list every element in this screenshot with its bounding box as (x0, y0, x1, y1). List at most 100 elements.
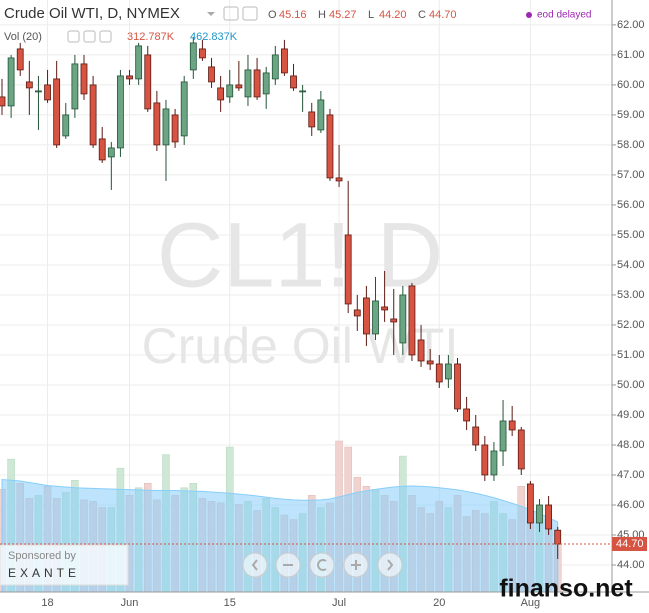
y-tick-label: 44.00 (617, 559, 645, 571)
candle-body (44, 84, 51, 101)
ohlc-key: O (268, 9, 277, 21)
x-tick-label: 18 (41, 597, 53, 609)
candle-body (417, 339, 425, 362)
y-tick-label: 54.00 (617, 259, 645, 271)
candle-body (381, 306, 389, 311)
last-price-tag (612, 536, 647, 551)
scroll-right[interactable] (377, 552, 403, 578)
vol-settings[interactable] (67, 30, 80, 43)
y-tick-label: 57.00 (617, 169, 645, 181)
candle-body (372, 300, 379, 335)
ohlc-value: 44.70 (429, 9, 457, 21)
y-tick-label: 55.00 (617, 229, 645, 241)
settings-button[interactable] (223, 6, 239, 21)
volume-ma-area (1, 478, 559, 593)
candle-body (62, 114, 70, 137)
candle-body (353, 309, 361, 317)
x-tick-label: Jun (121, 597, 139, 609)
y-tick-label: 46.00 (617, 499, 645, 511)
candle-body (399, 294, 407, 344)
watermark-symbol: CL1! D (157, 204, 443, 306)
y-tick-label: 47.00 (617, 469, 645, 481)
ohlc-value: 44.20 (379, 9, 407, 21)
y-tick-label: 61.00 (617, 49, 645, 61)
candle-body (326, 114, 334, 179)
candle-body (53, 78, 61, 146)
candle-body (444, 363, 452, 380)
y-tick-label: 58.00 (617, 139, 645, 151)
candle-body (271, 54, 279, 80)
status: eod delayed (537, 10, 592, 21)
volume-legend-average: 462.837K (190, 31, 238, 43)
candle-body (281, 48, 288, 74)
candle-body (153, 102, 161, 146)
candle-body (80, 63, 88, 95)
candle-body (7, 57, 15, 107)
title-menu[interactable] (207, 12, 215, 16)
candle-body (317, 99, 325, 131)
candle-body (199, 48, 206, 59)
candle-body (545, 504, 552, 530)
candle-body (226, 84, 234, 98)
candle-body (499, 420, 507, 452)
vol-hide[interactable] (83, 30, 96, 43)
ohlc-value: 45.27 (329, 9, 357, 21)
candle-body (189, 42, 197, 71)
scroll-left[interactable] (242, 552, 268, 578)
candle-body (16, 48, 24, 71)
x-tick-label: Aug (521, 597, 541, 609)
site-watermark: finanso.net (499, 575, 633, 603)
status-dot (526, 12, 532, 18)
candle-body (71, 63, 79, 110)
candle-body (208, 66, 215, 83)
y-tick-label: 51.00 (617, 349, 645, 361)
candle-body (481, 444, 489, 476)
candle-body (117, 75, 124, 149)
candle-body (253, 69, 261, 98)
candle-body (171, 114, 179, 143)
y-tick-label: 60.00 (617, 79, 645, 91)
chart-title: Crude Oil WTI, D, NYMEX (4, 5, 180, 22)
candle-body (308, 111, 316, 128)
reset[interactable] (309, 552, 335, 578)
candle-body (35, 90, 42, 93)
candle-body (508, 420, 516, 431)
candle-body (390, 318, 398, 323)
y-tick-label: 52.00 (617, 319, 645, 331)
y-tick-label: 53.00 (617, 289, 645, 301)
candle-body (426, 360, 434, 365)
nav-icons (251, 559, 394, 571)
last-price-label: 44.70 (616, 538, 644, 550)
candle-body (299, 90, 307, 93)
candle-body (463, 408, 471, 422)
hide-button[interactable] (242, 6, 258, 21)
y-tick-label: 62.00 (617, 19, 645, 31)
candle-body (180, 81, 188, 137)
nav-buttons (242, 552, 403, 578)
ohlc-value: 45.16 (279, 9, 307, 21)
axes: 44.0045.0046.0047.0048.0049.0050.0051.00… (0, 19, 647, 609)
candle-body (344, 234, 352, 305)
candle-body (408, 285, 416, 356)
ohlc-key: C (418, 9, 426, 21)
candle-body (162, 108, 170, 146)
volume-legend-name: Vol (20) (4, 31, 42, 43)
candle-body (89, 84, 97, 146)
sponsor-box[interactable] (0, 544, 129, 586)
candle-body (517, 429, 525, 470)
vol-remove[interactable] (99, 30, 112, 43)
candle-body (536, 504, 543, 524)
candle-body (526, 483, 534, 524)
candle-body (235, 84, 243, 89)
sponsor-caption: Sponsored by (8, 550, 76, 562)
candle-body (244, 69, 252, 98)
candles (0, 36, 562, 559)
y-tick-label: 50.00 (617, 379, 645, 391)
candle-body (126, 75, 133, 80)
candle-body (0, 96, 6, 107)
candle-body (144, 54, 152, 110)
y-tick-label: 48.00 (617, 439, 645, 451)
ohlc-key: L (368, 9, 374, 21)
candle-body (554, 529, 562, 545)
